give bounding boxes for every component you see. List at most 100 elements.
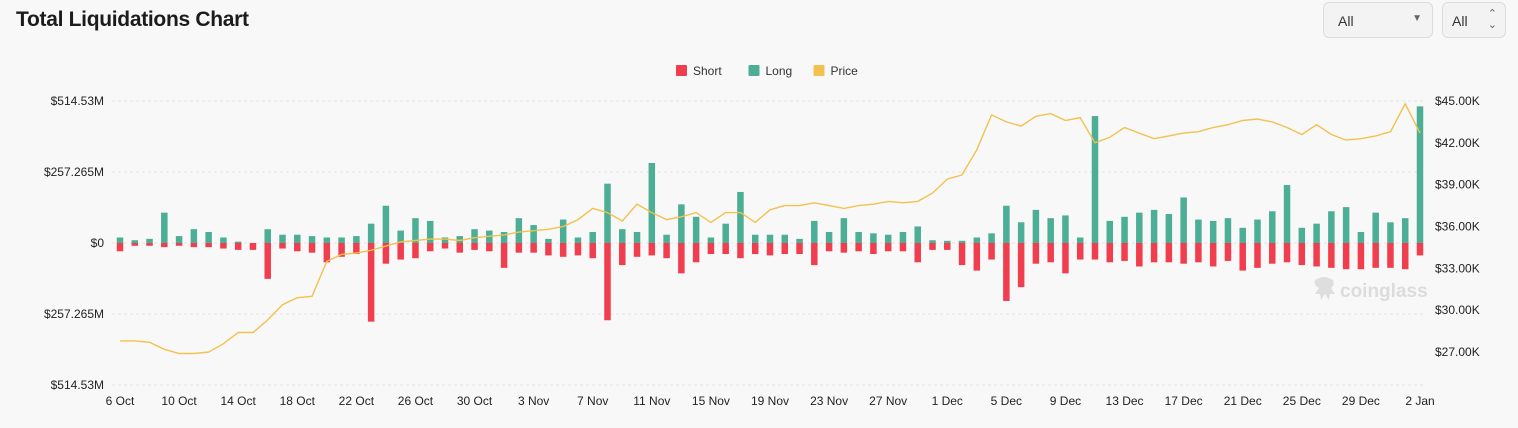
short-bar [412,243,419,259]
long-bar [1195,219,1202,243]
short-bar [515,243,523,253]
long-bar [722,223,729,243]
x-tick-label: 9 Dec [1050,394,1081,408]
long-bar [707,237,715,243]
short-bar [559,243,567,257]
long-bar [441,237,449,243]
short-bar [116,243,124,252]
long-bar [1298,227,1306,243]
long-bar [1372,212,1379,243]
x-tick-label: 29 Dec [1342,394,1380,408]
long-bar [737,191,744,243]
long-bar [589,231,596,243]
long-bar [1180,197,1187,243]
short-bar [678,243,685,274]
right-tick-label: $30.00K [1435,303,1480,317]
short-bar [840,243,848,253]
chart-grid [112,100,1425,386]
short-bar [426,243,434,252]
x-tick-label: 11 Nov [633,394,670,408]
long-bar [353,236,360,243]
short-bar [1180,243,1187,264]
long-bar [1328,211,1335,243]
long-bar [220,237,227,243]
x-tick-label: 5 Dec [991,394,1022,408]
left-tick-label: $0 [91,236,105,250]
right-tick-label: $36.00K [1435,220,1480,234]
long-bar [426,220,434,243]
short-bar [161,243,168,248]
long-bar [633,231,641,243]
short-bar [1342,243,1350,270]
long-bar [1254,219,1261,243]
short-bar [737,243,744,259]
x-tick-label: 13 Dec [1106,394,1144,408]
long-bar [796,238,803,243]
long-bar [1165,214,1173,243]
short-bar [751,243,759,255]
short-bar [500,243,508,268]
short-bar [1372,243,1379,268]
long-bar [811,220,818,243]
short-bar [1136,243,1143,267]
short-bar [131,243,139,246]
long-bar [1017,222,1025,243]
short-bar [1239,243,1246,271]
long-bar [1091,116,1099,243]
x-tick-label: 1 Dec [932,394,963,408]
x-tick-label: 25 Dec [1283,394,1321,408]
long-bar [1076,237,1084,243]
long-bar [663,234,670,243]
short-bar [692,243,700,263]
page-title: Total Liquidations Chart [16,8,249,31]
short-bar [545,243,552,256]
right-tick-label: $39.00K [1435,178,1480,192]
short-bar [234,243,242,250]
short-bar [338,243,345,257]
long-bar [899,231,907,243]
long-bar [884,234,892,243]
long-bar [1062,215,1069,243]
long-bar [619,229,626,243]
legend-label-price: Price [831,64,859,78]
short-bar [958,243,966,266]
range-select[interactable]: All ⌃ ⌄ [1442,2,1506,38]
left-tick-label: $514.53M [51,94,104,108]
short-bar [1062,243,1069,274]
long-bar [146,238,153,243]
right-tick-label: $33.00K [1435,261,1480,275]
short-bar [929,243,936,250]
long-bar [559,219,567,243]
long-bar [944,240,951,243]
up-down-chevron-icon: ⌃ ⌄ [1487,8,1497,31]
long-bar [766,234,774,243]
long-bar [1357,231,1365,243]
short-bar [1165,243,1173,263]
short-bar [707,243,715,255]
short-bar [633,243,641,257]
short-bar [382,243,390,264]
short-bar [944,243,951,250]
short-bar [367,243,375,322]
long-bar [175,236,183,243]
long-bar [1283,185,1291,243]
short-bar [441,243,449,249]
short-bar [796,243,803,255]
long-bar [1032,209,1040,243]
long-bar [338,237,345,243]
long-bar [574,237,582,243]
long-bar [1342,207,1350,243]
long-bar [471,229,478,243]
short-bar [1313,243,1320,267]
x-axis: 6 Oct 10 Oct 14 Oct 18 Oct 22 Oct 26 Oct 30 Oc… [106,394,1435,408]
short-bar [855,243,862,252]
legend-swatch-short [676,65,687,76]
right-tick-label: $27.00K [1435,345,1480,359]
short-bar [973,243,981,271]
short-bar [1047,243,1054,263]
long-bar [1136,212,1143,243]
long-bar [116,237,124,243]
long-bar [1150,209,1158,243]
coin-select[interactable]: All ▼ [1323,2,1433,38]
short-bar [1150,243,1158,263]
